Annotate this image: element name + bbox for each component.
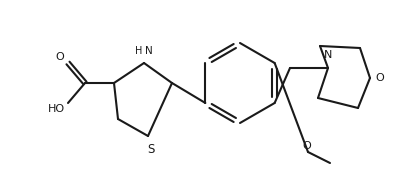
Text: N: N	[145, 46, 153, 56]
Text: S: S	[147, 143, 155, 156]
Text: O: O	[303, 141, 311, 151]
Text: O: O	[55, 52, 65, 62]
Text: O: O	[375, 73, 384, 83]
Text: H: H	[135, 46, 142, 56]
Text: HO: HO	[48, 104, 65, 114]
Text: N: N	[324, 50, 332, 60]
